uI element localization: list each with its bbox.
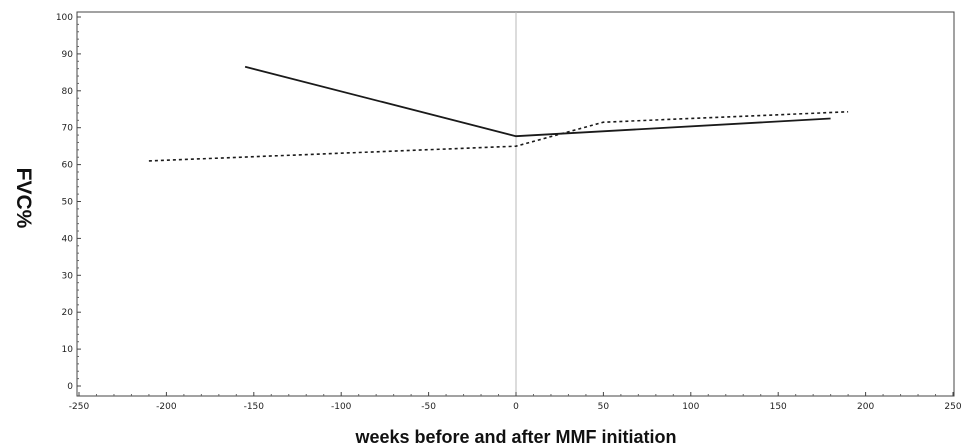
x-tick-label: -50	[421, 402, 436, 412]
x-axis-title: weeks before and after MMF initiation	[354, 427, 676, 447]
x-tick-label: -200	[156, 402, 177, 412]
x-tick-label: 200	[857, 402, 874, 412]
y-tick-label: 70	[62, 124, 74, 134]
y-tick-label: 90	[62, 50, 74, 60]
y-axis-ticks: 0 10 20 30 40 50 60 70 80 90 100	[56, 13, 81, 392]
y-tick-label: 60	[62, 161, 74, 171]
y-axis-title: FVC%	[12, 168, 35, 229]
x-tick-label: 250	[944, 402, 961, 412]
y-tick-label: 40	[62, 234, 74, 244]
y-tick-label: 50	[62, 198, 74, 208]
x-tick-label: 50	[598, 402, 610, 412]
y-tick-label: 100	[56, 13, 73, 23]
solid-series-line	[244, 65, 831, 138]
x-tick-label: -250	[69, 402, 90, 412]
y-tick-label: 0	[67, 382, 73, 392]
y-tick-label: 20	[62, 308, 74, 318]
y-tick-label: 10	[62, 345, 74, 355]
x-axis-ticks: -250 -200 -150 -100 -50 0 50 100 150 200 250	[69, 392, 962, 412]
x-tick-label: 100	[682, 402, 699, 412]
y-tick-label: 80	[62, 87, 74, 97]
y-tick-label: 30	[62, 271, 74, 281]
x-tick-label: -150	[244, 402, 265, 412]
series-layer	[148, 65, 849, 162]
x-tick-label: -100	[331, 402, 352, 412]
x-tick-label: 150	[770, 402, 787, 412]
x-tick-label: 0	[513, 402, 519, 412]
